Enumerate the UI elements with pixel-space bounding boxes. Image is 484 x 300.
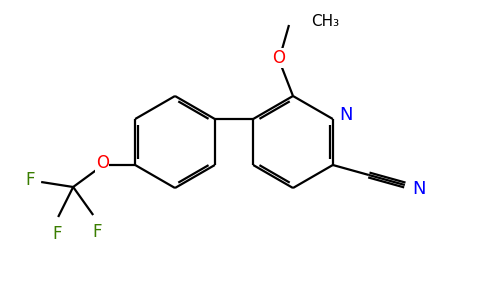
- Text: CH₃: CH₃: [311, 14, 339, 29]
- Text: F: F: [92, 223, 102, 241]
- Text: N: N: [412, 180, 425, 198]
- Text: O: O: [272, 49, 286, 67]
- Text: F: F: [52, 225, 62, 243]
- Text: O: O: [96, 154, 109, 172]
- Text: N: N: [339, 106, 352, 124]
- Text: F: F: [26, 171, 35, 189]
